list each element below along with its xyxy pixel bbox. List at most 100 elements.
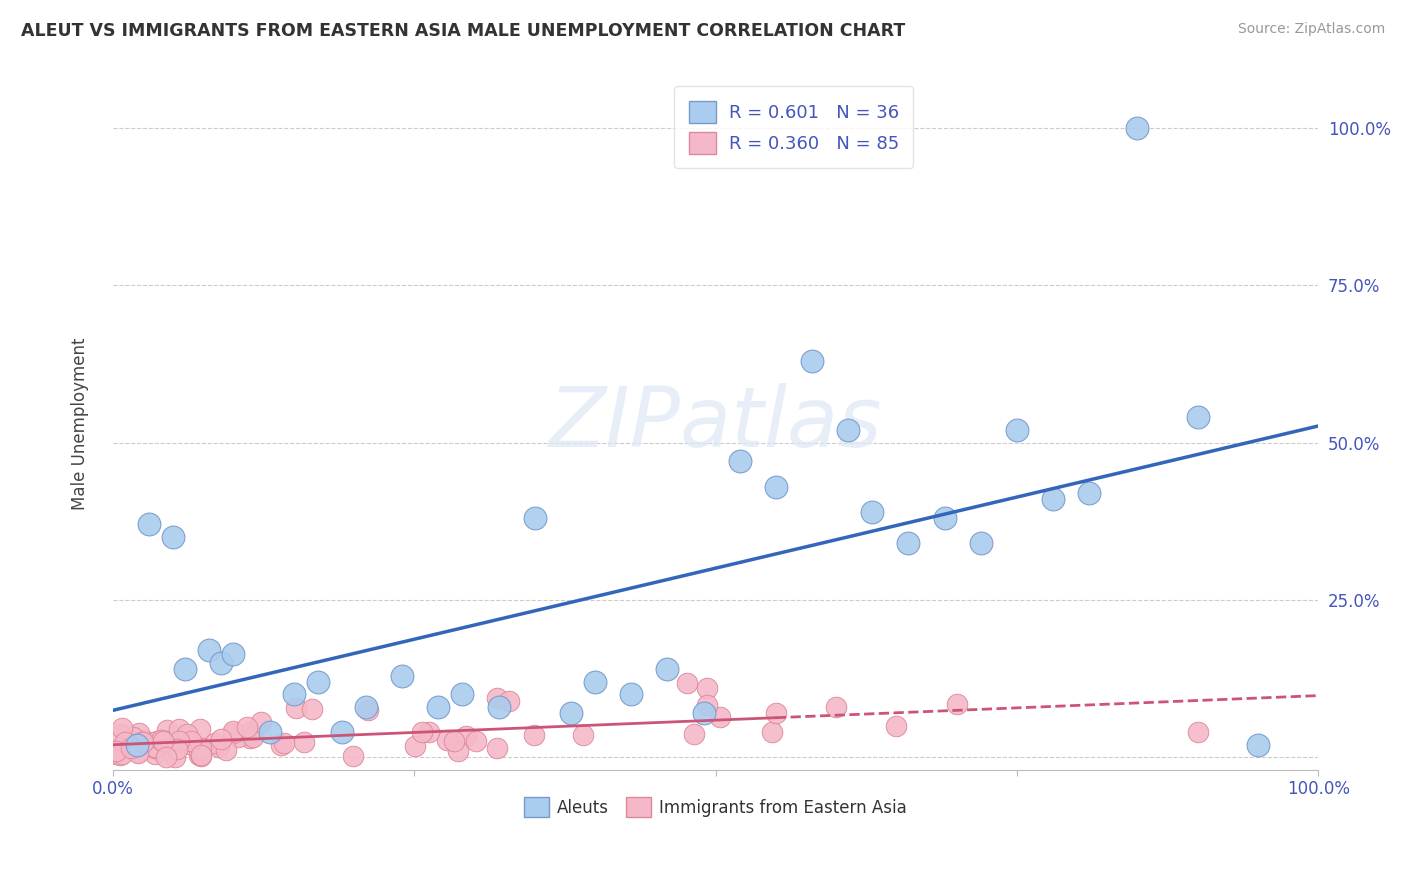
Point bbox=[1126, 120, 1149, 135]
Point bbox=[190, 741, 212, 756]
Point bbox=[485, 691, 508, 706]
Point bbox=[209, 732, 232, 747]
Point bbox=[131, 738, 153, 752]
Point bbox=[270, 738, 292, 752]
Point bbox=[167, 733, 190, 747]
Point bbox=[1005, 423, 1028, 437]
Y-axis label: Male Unemployment: Male Unemployment bbox=[72, 337, 89, 510]
Point bbox=[1187, 410, 1209, 425]
Point bbox=[122, 731, 145, 745]
Point bbox=[342, 748, 364, 763]
Point bbox=[418, 725, 440, 739]
Point bbox=[357, 703, 380, 717]
Point bbox=[620, 688, 643, 702]
Point bbox=[180, 734, 202, 748]
Point bbox=[152, 734, 174, 748]
Point bbox=[411, 725, 433, 739]
Point bbox=[166, 742, 188, 756]
Point bbox=[143, 740, 166, 755]
Legend: Aleuts, Immigrants from Eastern Asia: Aleuts, Immigrants from Eastern Asia bbox=[517, 790, 914, 824]
Point bbox=[198, 643, 221, 657]
Point bbox=[111, 721, 134, 735]
Point bbox=[404, 739, 426, 754]
Point bbox=[209, 656, 232, 670]
Point bbox=[1078, 486, 1101, 500]
Point bbox=[301, 702, 323, 716]
Point bbox=[436, 733, 458, 747]
Point bbox=[165, 749, 187, 764]
Point bbox=[801, 353, 824, 368]
Point bbox=[174, 662, 197, 676]
Point bbox=[114, 735, 136, 749]
Point bbox=[897, 536, 920, 550]
Point bbox=[354, 700, 377, 714]
Point bbox=[111, 747, 134, 761]
Point bbox=[391, 668, 413, 682]
Point bbox=[259, 725, 281, 739]
Point bbox=[128, 735, 150, 749]
Point bbox=[127, 746, 149, 760]
Point bbox=[226, 731, 249, 745]
Point bbox=[696, 698, 718, 712]
Point bbox=[273, 736, 295, 750]
Point bbox=[284, 701, 307, 715]
Point bbox=[208, 739, 231, 754]
Point bbox=[120, 740, 142, 755]
Text: ALEUT VS IMMIGRANTS FROM EASTERN ASIA MALE UNEMPLOYMENT CORRELATION CHART: ALEUT VS IMMIGRANTS FROM EASTERN ASIA MA… bbox=[21, 22, 905, 40]
Point bbox=[683, 727, 706, 741]
Point bbox=[283, 688, 305, 702]
Point bbox=[583, 674, 606, 689]
Point bbox=[765, 706, 787, 721]
Point bbox=[162, 530, 184, 544]
Point bbox=[124, 740, 146, 755]
Point bbox=[239, 731, 262, 745]
Point bbox=[128, 726, 150, 740]
Point bbox=[427, 700, 450, 714]
Point bbox=[167, 722, 190, 736]
Point bbox=[860, 505, 883, 519]
Point bbox=[761, 724, 783, 739]
Point bbox=[110, 727, 132, 741]
Point bbox=[222, 647, 245, 661]
Point bbox=[132, 732, 155, 747]
Point bbox=[250, 714, 273, 729]
Point bbox=[825, 700, 848, 714]
Point bbox=[108, 747, 131, 762]
Point bbox=[235, 720, 257, 734]
Point bbox=[465, 734, 488, 748]
Point bbox=[676, 676, 699, 690]
Point bbox=[692, 706, 714, 721]
Point bbox=[523, 511, 546, 525]
Point bbox=[222, 726, 245, 740]
Text: ZIPatlas: ZIPatlas bbox=[548, 384, 883, 464]
Point bbox=[143, 740, 166, 755]
Point bbox=[104, 747, 127, 761]
Point bbox=[657, 662, 679, 676]
Point bbox=[132, 735, 155, 749]
Point bbox=[488, 700, 510, 714]
Point bbox=[215, 742, 238, 756]
Point bbox=[307, 674, 329, 689]
Point bbox=[146, 734, 169, 748]
Point bbox=[886, 719, 908, 733]
Point bbox=[204, 735, 226, 749]
Point bbox=[571, 728, 593, 742]
Point bbox=[560, 706, 582, 721]
Point bbox=[222, 724, 245, 739]
Point bbox=[105, 744, 128, 758]
Point bbox=[156, 723, 179, 738]
Point bbox=[837, 423, 859, 437]
Point bbox=[143, 747, 166, 761]
Point bbox=[188, 748, 211, 763]
Point bbox=[970, 536, 993, 550]
Point bbox=[498, 694, 520, 708]
Point bbox=[187, 743, 209, 757]
Point bbox=[765, 480, 787, 494]
Point bbox=[190, 748, 212, 763]
Point bbox=[124, 740, 146, 755]
Point bbox=[456, 730, 478, 744]
Point bbox=[131, 735, 153, 749]
Point bbox=[934, 511, 956, 525]
Point bbox=[239, 725, 262, 739]
Point bbox=[176, 726, 198, 740]
